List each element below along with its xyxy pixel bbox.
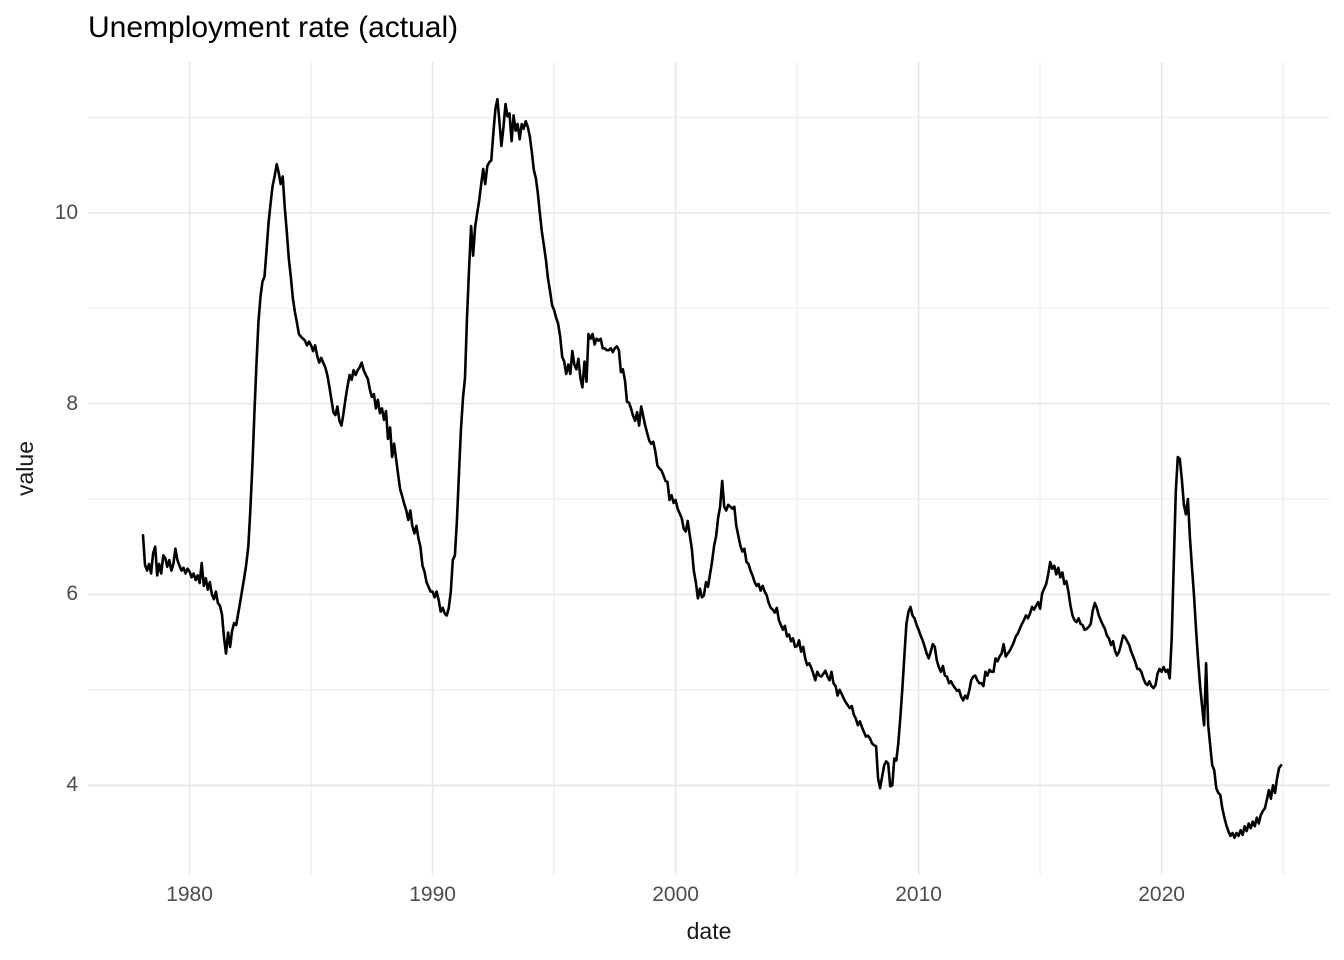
x-tick-label: 2020 — [1138, 883, 1185, 906]
series-line-unemployment — [141, 97, 1283, 840]
x-tick-label: 2000 — [652, 883, 699, 906]
chart-title: Unemployment rate (actual) — [88, 11, 459, 44]
y-tick-label: 8 — [66, 391, 78, 415]
x-tick-label: 1990 — [409, 883, 456, 906]
minor-gridlines — [88, 62, 1330, 875]
x-axis-title: date — [686, 918, 732, 944]
major-gridlines — [88, 62, 1330, 875]
y-axis-title: value — [12, 441, 38, 496]
x-tick-label: 1980 — [166, 883, 213, 906]
y-tick-label: 4 — [66, 773, 78, 797]
x-tick-label: 2010 — [895, 883, 942, 906]
y-tick-label: 6 — [66, 582, 78, 606]
y-tick-label: 10 — [54, 200, 78, 224]
